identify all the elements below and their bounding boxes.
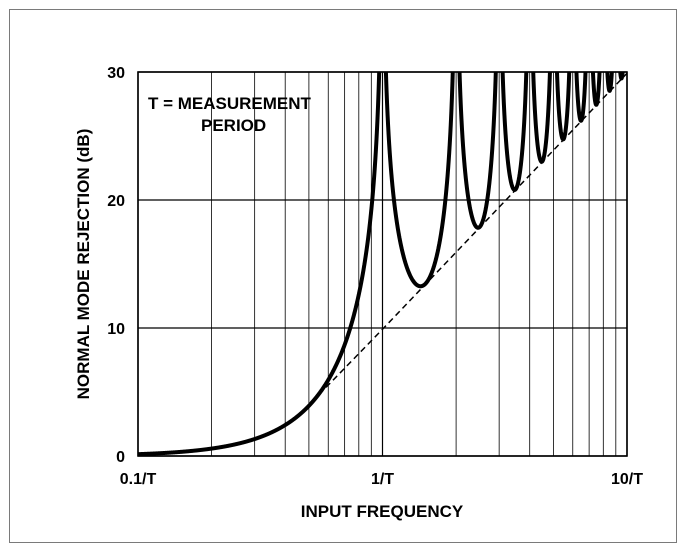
y-axis-label: NORMAL MODE REJECTION (dB) (74, 129, 93, 400)
plot-area-border (137, 71, 628, 457)
annotation-line-1: T = MEASUREMENT (148, 94, 312, 113)
chart-frame (9, 9, 677, 543)
x-tick-label: 0.1/T (120, 471, 157, 488)
y-tick-label: 10 (107, 321, 125, 338)
x-tick-label: 10/T (611, 471, 643, 488)
minor-gridlines (211, 72, 617, 456)
y-tick-labels: 0 10 20 30 (107, 65, 125, 466)
x-tick-label: 1/T (371, 471, 394, 488)
y-tick-label: 30 (107, 65, 125, 82)
rejection-curve (138, 72, 625, 456)
x-tick-labels: 0.1/T 1/T 10/T (120, 471, 643, 488)
asymptote-dashed-line (318, 72, 627, 396)
x-axis-label: INPUT FREQUENCY (301, 502, 464, 521)
y-tick-label: 0 (116, 449, 125, 466)
y-tick-label: 20 (107, 193, 125, 210)
annotation-line-2: PERIOD (201, 116, 266, 135)
